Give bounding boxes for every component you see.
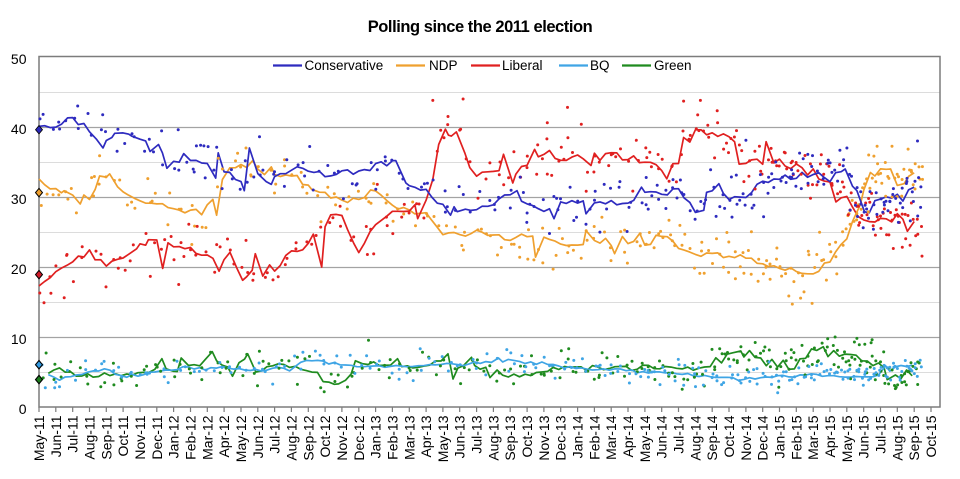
svg-text:Jan-15: Jan-15 — [772, 415, 788, 458]
svg-text:Dec-11: Dec-11 — [149, 415, 165, 459]
svg-text:Oct-12: Oct-12 — [317, 415, 333, 457]
svg-text:Jul-11: Jul-11 — [65, 415, 81, 452]
svg-text:Apr-13: Apr-13 — [418, 415, 434, 457]
svg-text:Aug-12: Aug-12 — [283, 415, 299, 460]
svg-text:50: 50 — [11, 51, 27, 67]
svg-text:Sep-15: Sep-15 — [906, 415, 922, 460]
svg-text:Mar-13: Mar-13 — [401, 415, 417, 460]
svg-text:Feb-13: Feb-13 — [384, 415, 400, 460]
svg-text:Conservative: Conservative — [305, 58, 384, 73]
svg-text:BQ: BQ — [590, 58, 610, 73]
svg-text:40: 40 — [11, 121, 27, 137]
svg-text:Oct-13: Oct-13 — [519, 415, 535, 457]
svg-text:Oct-11: Oct-11 — [115, 415, 131, 456]
svg-text:Green: Green — [654, 58, 692, 73]
svg-text:Nov-14: Nov-14 — [738, 415, 754, 460]
svg-text:May-11: May-11 — [31, 415, 47, 461]
svg-text:Sep-11: Sep-11 — [98, 415, 114, 459]
svg-text:Oct-14: Oct-14 — [721, 415, 737, 457]
svg-text:Feb-15: Feb-15 — [788, 415, 804, 460]
svg-text:Jan-13: Jan-13 — [368, 415, 384, 458]
svg-text:Jul-15: Jul-15 — [873, 415, 889, 453]
svg-text:10: 10 — [11, 331, 27, 347]
svg-text:Mar-15: Mar-15 — [805, 415, 821, 460]
svg-text:Sep-14: Sep-14 — [704, 415, 720, 460]
svg-text:Nov-11: Nov-11 — [132, 415, 148, 459]
svg-text:Jun-13: Jun-13 — [452, 415, 468, 458]
svg-text:Aug-13: Aug-13 — [485, 415, 501, 460]
svg-text:Mar-12: Mar-12 — [199, 415, 215, 460]
svg-text:20: 20 — [11, 261, 27, 277]
svg-text:Liberal: Liberal — [502, 58, 543, 73]
svg-text:Dec-13: Dec-13 — [553, 415, 569, 460]
svg-text:Oct-15: Oct-15 — [923, 415, 939, 457]
svg-text:May-15: May-15 — [839, 415, 855, 462]
svg-text:May-14: May-14 — [637, 415, 653, 462]
svg-text:Jul-13: Jul-13 — [469, 415, 485, 453]
svg-text:Polling since the 2011 electio: Polling since the 2011 election — [368, 18, 593, 36]
svg-text:Aug-14: Aug-14 — [687, 415, 703, 460]
svg-text:May-13: May-13 — [435, 415, 451, 462]
svg-text:Apr-12: Apr-12 — [216, 415, 232, 457]
svg-text:Jan-12: Jan-12 — [166, 415, 182, 458]
svg-text:Apr-15: Apr-15 — [822, 415, 838, 457]
svg-text:Sep-13: Sep-13 — [502, 415, 518, 460]
svg-text:Jul-12: Jul-12 — [267, 415, 283, 453]
svg-text:Jul-14: Jul-14 — [671, 415, 687, 453]
svg-text:Dec-14: Dec-14 — [755, 415, 771, 460]
svg-text:Apr-14: Apr-14 — [620, 415, 636, 457]
svg-text:Aug-15: Aug-15 — [889, 415, 905, 460]
svg-text:Jun-14: Jun-14 — [654, 415, 670, 458]
svg-text:Jun-12: Jun-12 — [250, 415, 266, 458]
svg-text:Feb-12: Feb-12 — [183, 415, 199, 460]
svg-text:Jun-11: Jun-11 — [48, 415, 64, 457]
svg-text:Jun-15: Jun-15 — [856, 415, 872, 458]
svg-text:Aug-11: Aug-11 — [82, 415, 98, 459]
svg-text:Feb-14: Feb-14 — [586, 415, 602, 460]
svg-text:May-12: May-12 — [233, 415, 249, 462]
svg-text:Mar-14: Mar-14 — [603, 415, 619, 460]
svg-text:0: 0 — [19, 401, 27, 417]
svg-text:NDP: NDP — [429, 58, 458, 73]
svg-text:Jan-14: Jan-14 — [570, 415, 586, 458]
svg-text:Sep-12: Sep-12 — [300, 415, 316, 460]
svg-text:30: 30 — [11, 191, 27, 207]
svg-text:Dec-12: Dec-12 — [351, 415, 367, 460]
svg-text:Nov-13: Nov-13 — [536, 415, 552, 460]
svg-text:Nov-12: Nov-12 — [334, 415, 350, 460]
